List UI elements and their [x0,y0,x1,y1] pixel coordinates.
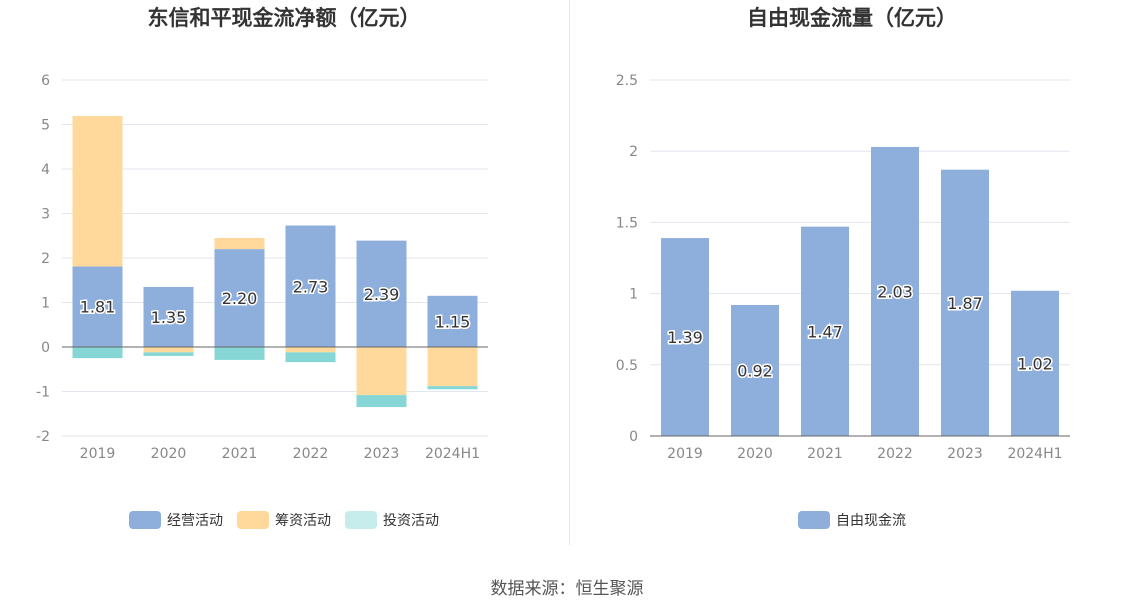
data-label: 1.81 [80,298,116,317]
bar-segment [285,225,336,347]
y-tick-label: 1 [41,296,50,312]
y-tick-label: 0 [41,340,50,356]
bar-segment [285,347,336,353]
legend-swatch [237,511,269,529]
data-source: 数据来源：恒生聚源 [490,579,644,599]
bar-segment [72,347,123,359]
data-label: 1.35 [151,308,187,327]
bar-segment [143,352,194,356]
y-tick-label: 2.5 [616,73,638,89]
bar-segment [661,238,709,436]
legend-item[interactable]: 筹资活动 [237,510,331,530]
bar-segment [72,266,123,347]
data-label: 2.39 [364,285,400,304]
x-tick-label: 2023 [947,446,983,462]
free-cashflow-chart: 0 0.5 1 1.5 2 2.5 2019 2020 2021 2022 2023 2024H1 1.… [616,73,1070,462]
data-label: 1.02 [1017,354,1053,373]
cashflow-chart: -2 -1 0 1 2 3 4 5 6 2019 2020 2021 2022 2023 2024H1 1.8… [36,73,488,462]
bar-segment [871,146,919,437]
y-tick-label: -2 [36,429,50,445]
bar-segment [801,226,849,436]
legend-item[interactable]: 自由现金流 [798,510,906,530]
bar-segment [214,249,265,347]
data-label: 1.47 [807,322,843,341]
right-chart-panel: 自由现金流量（亿元） 0 0.5 1 1.5 2 2.5 2019 2020 2021 2022 2… [570,0,1134,545]
x-tick-label: 2024H1 [1007,446,1062,462]
chart-title: 东信和平现金流净额（亿元） [147,6,421,30]
bar-segment [356,347,407,396]
left-chart-panel: 东信和平现金流净额（亿元） -2 -1 0 1 2 3 4 5 6 2019 2020 2021 202… [0,0,568,545]
data-label: 1.87 [947,294,983,313]
bar-segment [356,240,407,347]
data-label: 0.92 [737,361,773,380]
legend-swatch [129,511,161,529]
x-tick-label: 2020 [737,446,773,462]
x-tick-label: 2020 [151,446,187,462]
data-label: 2.03 [877,282,913,301]
y-tick-label: 2 [629,144,638,160]
y-tick-label: -1 [36,385,50,401]
legend-swatch [345,511,377,529]
y-tick-label: 3 [41,207,50,223]
data-label: 1.15 [435,312,471,331]
bar-segment [941,169,989,436]
chart-title: 自由现金流量（亿元） [747,6,957,30]
legend-swatch [798,511,830,529]
data-label: 2.73 [293,277,329,296]
bar-segment [1011,290,1059,436]
y-tick-label: 4 [41,162,50,178]
legend-label: 经营活动 [167,513,223,529]
bar-segment [285,352,336,363]
y-tick-label: 5 [41,118,50,134]
y-tick-label: 0.5 [616,358,638,374]
y-tick-label: 1 [629,287,638,303]
data-label: 2.20 [222,289,258,308]
legend-item[interactable]: 投资活动 [345,510,439,530]
legend-label: 自由现金流 [836,513,906,529]
x-tick-label: 2021 [222,446,258,462]
x-tick-label: 2022 [877,446,913,462]
x-tick-label: 2024H1 [425,446,480,462]
x-tick-label: 2022 [293,446,329,462]
bar-segment [143,286,194,347]
chart-legend: 自由现金流 [570,510,1134,530]
legend-label: 投资活动 [383,513,439,529]
y-tick-label: 1.5 [616,215,638,231]
y-tick-label: 0 [629,429,638,445]
bar-segment [143,347,194,353]
bar-segment [72,116,123,267]
bar-segment [356,395,407,408]
panel-divider [569,0,570,545]
bar-segment [214,347,265,360]
legend-item[interactable]: 经营活动 [129,510,223,530]
bar-segment [214,237,265,250]
x-tick-label: 2019 [80,446,116,462]
x-tick-label: 2021 [807,446,843,462]
bar-segment [427,347,478,387]
data-label: 1.39 [667,328,703,347]
legend-label: 筹资活动 [275,513,331,529]
x-tick-label: 2019 [667,446,703,462]
y-tick-label: 2 [41,251,50,267]
bar-segment [731,304,779,436]
x-tick-label: 2023 [364,446,400,462]
y-tick-label: 6 [41,73,50,89]
bar-segment [427,295,478,347]
chart-legend: 经营活动 筹资活动 投资活动 [0,510,568,530]
bar-segment [427,386,478,390]
